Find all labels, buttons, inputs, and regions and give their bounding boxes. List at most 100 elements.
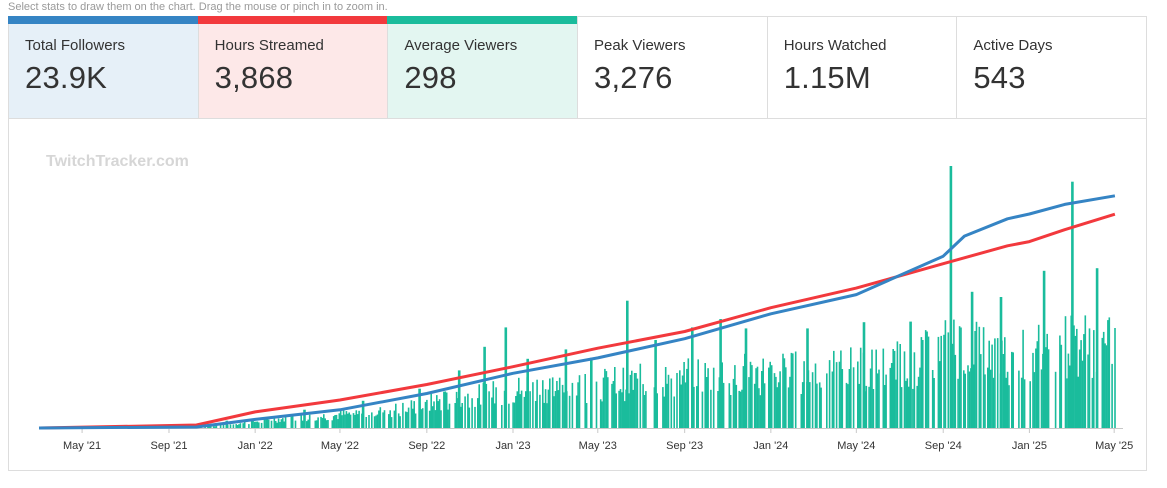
- avg-viewers-bar: [739, 391, 742, 428]
- avg-viewers-bar: [978, 326, 981, 428]
- avg-viewers-spike: [1042, 270, 1046, 428]
- x-tick-label: Sep '24: [925, 440, 962, 452]
- avg-viewers-bar: [371, 412, 373, 428]
- avg-viewers-bar: [1066, 378, 1068, 428]
- avg-viewers-bar: [214, 426, 216, 428]
- avg-viewers-bar: [290, 416, 293, 428]
- avg-viewers-bar: [1040, 369, 1043, 428]
- avg-viewers-bar: [282, 418, 284, 428]
- stat-average-viewers[interactable]: Average Viewers 298: [387, 16, 578, 119]
- avg-viewers-bar: [666, 383, 668, 428]
- avg-viewers-bar: [255, 421, 257, 428]
- total-followers-line: [38, 194, 1116, 430]
- stat-hours-streamed[interactable]: Hours Streamed 3,868: [197, 16, 388, 119]
- avg-viewers-spike: [909, 321, 912, 428]
- avg-viewers-bar: [903, 351, 906, 428]
- avg-viewers-bar: [270, 420, 273, 428]
- avg-viewers-bar: [712, 367, 715, 428]
- avg-viewers-bar: [325, 420, 328, 428]
- avg-viewers-bar: [992, 377, 995, 428]
- avg-viewers-bar: [831, 371, 834, 428]
- avg-viewers-bar: [907, 386, 910, 428]
- chart-panel[interactable]: TwitchTracker.com May '21 Sep '21 Jan '22 M…: [8, 119, 1147, 471]
- stat-label: Hours Streamed: [214, 37, 324, 54]
- stat-value: 23.9K: [25, 60, 108, 95]
- avg-viewers-bar: [321, 417, 324, 428]
- avg-viewers-bar: [568, 395, 571, 428]
- avg-viewers-bar: [811, 372, 814, 428]
- avg-viewers-bar: [455, 391, 458, 428]
- stat-peak-viewers[interactable]: Peak Viewers 3,276: [577, 16, 767, 119]
- avg-viewers-bar: [847, 384, 849, 428]
- avg-viewers-bar: [454, 403, 456, 428]
- avg-viewers-bar: [1035, 348, 1037, 428]
- avg-viewers-bar: [461, 403, 463, 428]
- avg-viewers-bar: [717, 391, 719, 428]
- avg-viewers-bar: [395, 403, 397, 428]
- stat-total-followers[interactable]: Total Followers 23.9K: [8, 16, 198, 119]
- avg-viewers-bar: [253, 421, 256, 428]
- avg-viewers-bar: [982, 327, 985, 428]
- avg-viewers-bar: [571, 382, 574, 428]
- avg-viewers-bar: [758, 388, 760, 428]
- avg-viewers-bar: [768, 367, 770, 428]
- avg-viewers-bar: [354, 414, 356, 428]
- avg-viewers-bar: [748, 377, 750, 428]
- avg-viewers-bar: [967, 365, 969, 428]
- avg-viewers-bar: [1093, 330, 1095, 428]
- avg-viewers-bar: [1083, 334, 1085, 428]
- avg-viewers-bar: [629, 374, 632, 428]
- stat-active-days[interactable]: Active Days 543: [956, 16, 1148, 119]
- avg-viewers-bar: [1080, 340, 1082, 428]
- avg-viewers-bar: [551, 377, 554, 428]
- avg-viewers-bar: [337, 419, 339, 428]
- avg-viewers-bar: [355, 410, 358, 428]
- avg-viewers-bar: [631, 370, 633, 428]
- avg-viewers-bar: [687, 358, 690, 428]
- stat-indicator-bar: [8, 16, 198, 24]
- avg-viewers-spike: [418, 388, 421, 428]
- avg-viewers-bar: [704, 363, 706, 428]
- avg-viewers-bar: [957, 378, 959, 428]
- stat-value: 1.15M: [783, 60, 871, 95]
- avg-viewers-bar: [779, 371, 781, 428]
- stat-label: Active Days: [973, 37, 1053, 54]
- avg-viewers-bar: [513, 402, 516, 428]
- avg-viewers-bar: [235, 424, 237, 428]
- avg-viewers-bar: [790, 352, 793, 428]
- avg-viewers-bar: [404, 411, 407, 428]
- avg-viewers-bar: [345, 411, 348, 428]
- avg-viewers-bar: [479, 404, 482, 428]
- avg-viewers-bar: [222, 423, 225, 428]
- avg-viewers-bar: [756, 366, 759, 428]
- avg-viewers-bar: [1111, 363, 1113, 428]
- avg-viewers-bar: [1114, 328, 1116, 428]
- avg-viewers-bar: [260, 422, 263, 428]
- avg-viewers-bar: [900, 387, 903, 428]
- avg-viewers-bar: [994, 338, 996, 428]
- avg-viewers-bar: [838, 361, 841, 428]
- avg-viewers-bar: [314, 420, 317, 428]
- avg-viewers-bar: [954, 354, 957, 428]
- stat-value: 3,868: [214, 60, 294, 95]
- avg-viewers-bar: [382, 412, 384, 428]
- avg-viewers-bar: [279, 422, 281, 428]
- stat-hours-watched[interactable]: Hours Watched 1.15M: [766, 16, 957, 119]
- avg-viewers-bar: [584, 374, 586, 428]
- avg-viewers-bar: [623, 401, 626, 428]
- avg-viewers-bar: [1032, 352, 1034, 428]
- x-tick-label: Jan '25: [1012, 440, 1047, 452]
- avg-viewers-bar: [1004, 337, 1006, 428]
- stats-chart[interactable]: TwitchTracker.com May '21 Sep '21 Jan '22 M…: [9, 119, 1146, 471]
- avg-viewers-bar: [1074, 335, 1077, 428]
- avg-viewers-bar: [1012, 352, 1014, 428]
- avg-viewers-bar: [926, 331, 928, 428]
- avg-viewers-bar: [738, 390, 740, 428]
- avg-viewers-bar: [283, 421, 285, 428]
- avg-viewers-bar: [753, 383, 756, 428]
- avg-viewers-bar: [468, 407, 471, 428]
- avg-viewers-bar: [611, 383, 613, 428]
- avg-viewers-bar: [943, 334, 945, 428]
- avg-viewers-bar: [595, 381, 598, 428]
- x-tick-label: May '22: [321, 440, 359, 452]
